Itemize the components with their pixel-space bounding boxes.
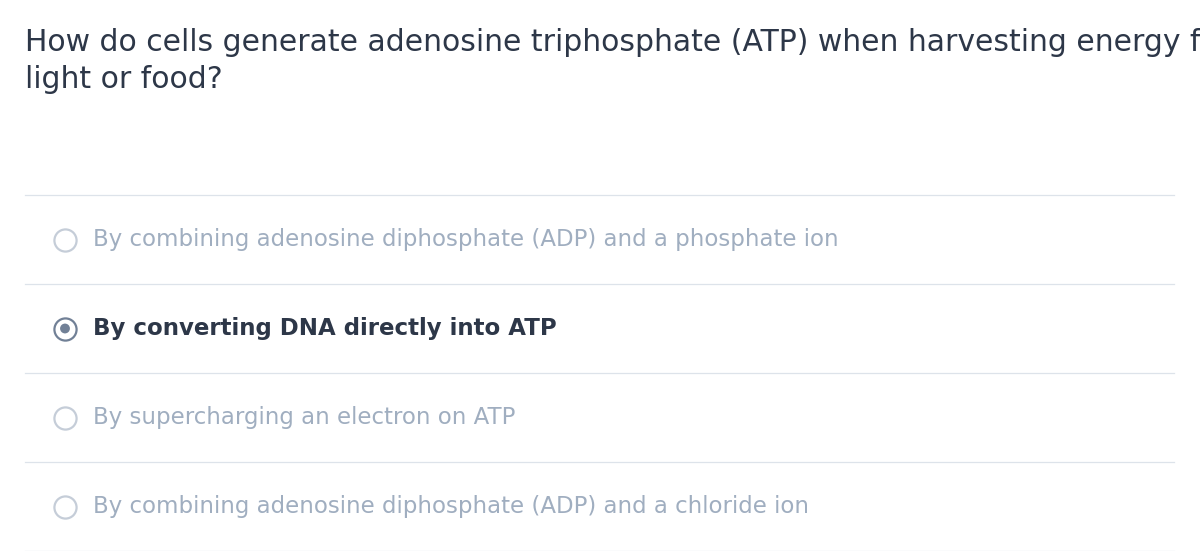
- Text: By supercharging an electron on ATP: By supercharging an electron on ATP: [94, 406, 515, 429]
- Text: By combining adenosine diphosphate (ADP) and a chloride ion: By combining adenosine diphosphate (ADP)…: [94, 495, 809, 518]
- Point: [55, 413, 74, 422]
- Point: [55, 235, 74, 244]
- Point: [55, 324, 74, 333]
- Point: [55, 502, 74, 511]
- Text: By converting DNA directly into ATP: By converting DNA directly into ATP: [94, 317, 557, 340]
- Point: [55, 324, 74, 333]
- Text: By combining adenosine diphosphate (ADP) and a phosphate ion: By combining adenosine diphosphate (ADP)…: [94, 228, 839, 251]
- Text: How do cells generate adenosine triphosphate (ATP) when harvesting energy from
l: How do cells generate adenosine triphosp…: [25, 28, 1200, 94]
